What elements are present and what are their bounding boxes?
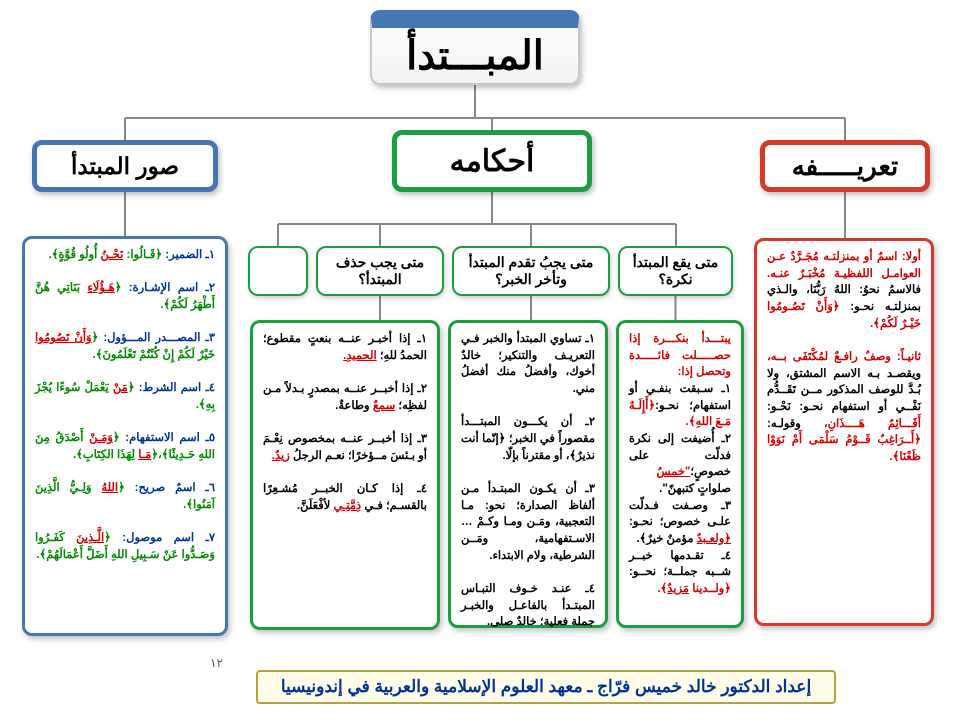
page-number: ١٢ bbox=[210, 656, 223, 670]
content-definition: أولا: اسمٌ أو بمنزلتـه مُجَـرَّدٌ عـن ال… bbox=[754, 238, 934, 626]
content-q1: يبتـــدأ بنكـــرة إذا حصـــــلت فائـــــ… bbox=[616, 320, 744, 628]
content-q3: ١ـ إذا أخبـر عنــه بنعتٍ مقطوع؛ الحمدُ ل… bbox=[250, 320, 440, 630]
category-rules: أحكامه bbox=[392, 130, 592, 192]
footer-credit: إعداد الدكتور خالد خميس فرّاج ـ معهد الع… bbox=[256, 670, 836, 704]
subnode-q4 bbox=[248, 246, 308, 296]
category-forms: صور المبتدأ bbox=[32, 140, 218, 192]
content-forms: ١ـ الضمير: ﴿قَـالُوا: نَحْـنُ أُولُو قُو… bbox=[22, 236, 228, 636]
subnode-q1: متى يقع المبتدأ نكرة؟ bbox=[618, 246, 733, 296]
category-definition: تعريـــــفه bbox=[760, 140, 930, 192]
subnode-q3: متى يجب حذف المبتدأ؟ bbox=[316, 246, 444, 296]
subnode-q2: متى يجبُ تقدم المبتدأ وتأخر الخبر؟ bbox=[452, 246, 610, 296]
root-node: المبـــتدأ bbox=[370, 10, 580, 85]
content-q2: ١ـ تساوي المبتدأ والخبر فـي التعريـف وال… bbox=[448, 320, 608, 628]
